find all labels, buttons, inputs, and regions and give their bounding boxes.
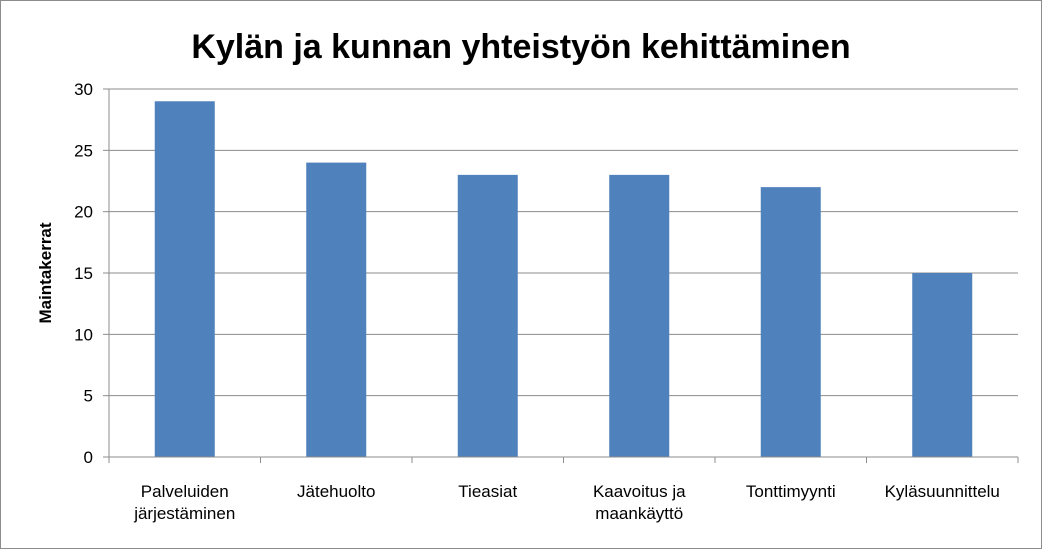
y-tick-label: 0 — [84, 448, 93, 467]
x-category-label: Tonttimyynti — [746, 482, 836, 501]
bars — [154, 101, 973, 458]
bar — [457, 174, 518, 457]
bar — [760, 187, 821, 457]
bar — [306, 162, 367, 457]
chart-title: Kylän ja kunnan yhteistyön kehittäminen — [191, 28, 850, 66]
x-category-label: Tieasiat — [458, 482, 517, 501]
x-category-label: Jätehuolto — [297, 482, 375, 501]
x-category-label: Kaavoitus ja maankäyttö — [593, 482, 686, 523]
y-tick-label: 30 — [74, 80, 93, 99]
x-category-label: Kyläsuunnittelu — [885, 482, 1000, 501]
y-axis-ticks: 0 5 10 15 20 25 30 — [74, 80, 109, 467]
y-tick-label: 5 — [84, 387, 93, 406]
y-tick-label: 25 — [74, 141, 93, 160]
y-tick-label: 15 — [74, 264, 93, 283]
x-axis-labels: Palveluiden järjestäminen Jätehuolto Tieasi… — [133, 482, 1000, 523]
y-axis-label: Maintakerrat — [36, 222, 55, 323]
bar — [154, 101, 215, 458]
y-tick-label: 10 — [74, 325, 93, 344]
y-tick-label: 20 — [74, 203, 93, 222]
gridlines — [109, 88, 1018, 397]
bar — [609, 174, 670, 457]
bar — [912, 273, 973, 457]
axes — [108, 89, 1019, 463]
x-category-label: Palveluiden järjestäminen — [133, 482, 235, 523]
